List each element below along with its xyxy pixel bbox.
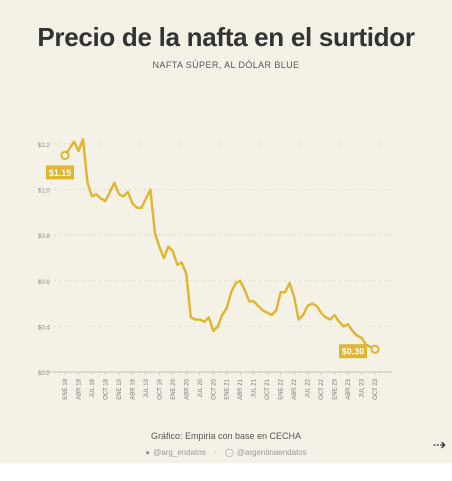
y-tick-label: $0.4 <box>38 325 50 331</box>
chart-subtitle: NAFTA SÚPER, AL DÓLAR BLUE <box>152 60 300 70</box>
x-tick-label: ABR 23 <box>346 378 352 399</box>
x-tick-label: JUL 22 <box>306 378 312 397</box>
instagram-icon: ◯ <box>224 448 234 457</box>
bottom-bar <box>0 463 452 481</box>
x-tick-label: JUL 23 <box>360 378 366 397</box>
x-tick-label: ENE 19 <box>117 378 123 399</box>
x-tick-label: ABR 19 <box>130 378 136 399</box>
x-tick-label: ENE 23 <box>333 378 339 399</box>
x-tick-label: JUL 20 <box>198 378 204 397</box>
chart-credit: Gráfico: Empiria con base en CECHA <box>150 431 302 441</box>
separator: · <box>213 448 217 457</box>
x-tick-label: ENE 20 <box>171 378 177 399</box>
y-tick-label: $0.8 <box>38 234 50 240</box>
x-tick-label: JUL 21 <box>252 378 258 397</box>
y-tick-label: $1.2 <box>38 143 50 149</box>
x-tick-label: OCT 21 <box>265 378 271 400</box>
x-tick-label: ENE 18 <box>63 378 69 399</box>
annotation-point <box>60 150 70 160</box>
y-tick-label: $0.6 <box>38 280 50 286</box>
y-tick-label: $0.2 <box>38 371 50 377</box>
social-handles: ● @arg_endatos · ◯ @argentinaendatos <box>0 448 452 457</box>
x-tick-label: OCT 18 <box>103 378 109 400</box>
twitter-icon: ● <box>145 448 151 457</box>
x-tick-label: ABR 22 <box>292 378 298 399</box>
x-tick-label: OCT 19 <box>157 378 163 400</box>
annotation-point <box>370 344 380 354</box>
instagram-handle[interactable]: @argentinaendatos <box>236 448 307 457</box>
annotation-badge <box>46 165 74 180</box>
annotation-badge <box>339 344 367 359</box>
twitter-handle[interactable]: @arg_endatos <box>153 448 206 457</box>
arrow-right-icon[interactable]: ⇢ <box>432 437 446 454</box>
x-tick-label: OCT 22 <box>319 378 325 400</box>
annotation-label: $1.15 <box>49 168 72 178</box>
x-tick-label: JUL 19 <box>144 378 150 397</box>
series-line <box>63 138 377 351</box>
x-tick-label: JUL 18 <box>90 378 96 397</box>
x-tick-label: OCT 20 <box>211 378 217 400</box>
chart-title: Precio de la nafta en el surtidor <box>37 22 415 52</box>
x-tick-label: ENE 21 <box>225 378 231 399</box>
x-tick-label: ENE 22 <box>279 378 285 399</box>
x-tick-label: OCT 23 <box>373 378 379 400</box>
x-tick-label: ABR 21 <box>238 378 244 399</box>
annotation-label: $0.30 <box>342 347 365 357</box>
y-tick-label: $1.0 <box>38 189 50 195</box>
x-tick-label: ABR 20 <box>184 378 190 399</box>
x-tick-label: ABR 18 <box>76 378 82 399</box>
